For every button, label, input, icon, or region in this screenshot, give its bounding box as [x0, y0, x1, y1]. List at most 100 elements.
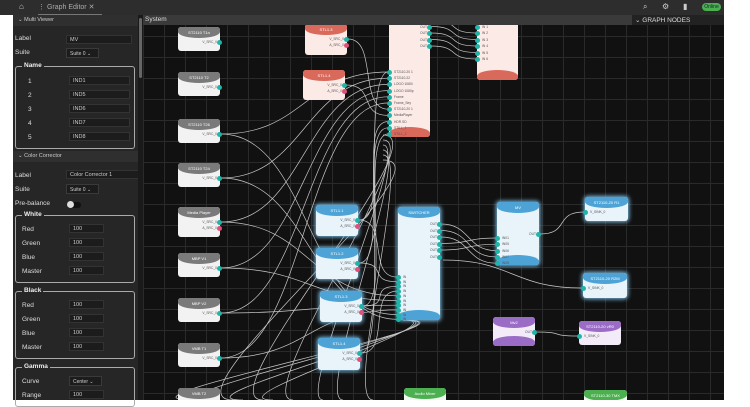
node-t24[interactable]: ST2110 T24 V_SRC_0 [178, 163, 222, 187]
wire[interactable] [362, 133, 389, 307]
port-dot[interactable] [387, 88, 392, 94]
output-port[interactable]: OUT [430, 222, 442, 227]
port-dot[interactable] [357, 351, 362, 356]
suite-select[interactable]: Suite 0 ⌄ [66, 48, 99, 58]
node-stl3[interactable]: STL1.3 V_SRC_0 A_SRC_0 [320, 291, 364, 322]
input-port[interactable]: IN 1 [475, 24, 488, 30]
port-dot[interactable] [359, 310, 364, 315]
wire[interactable] [362, 286, 398, 307]
output-port[interactable]: V_SRC_0 [342, 351, 362, 356]
port-dot[interactable] [342, 89, 347, 94]
output-port[interactable]: V_SRC_0 [202, 132, 222, 137]
input-port[interactable]: IN 3 [475, 37, 488, 43]
output-port[interactable]: V_SRC_0 [202, 220, 222, 225]
wire[interactable] [220, 96, 389, 314]
output-port[interactable]: OUT [430, 254, 442, 260]
panel-icon[interactable]: ▮ [683, 2, 688, 11]
row-input[interactable]: 100 [69, 224, 104, 233]
panel-scrollbar[interactable] [138, 15, 143, 400]
port-dot[interactable] [475, 31, 480, 36]
port-dot[interactable] [495, 236, 500, 241]
node-stl1[interactable]: STL1.1 V_SRC_0 A_SRC_0 [316, 205, 360, 236]
port-dot[interactable] [495, 261, 500, 267]
wire[interactable] [360, 71, 389, 354]
port-dot[interactable] [355, 224, 360, 229]
port-dot[interactable] [344, 43, 349, 48]
node-vmb2[interactable]: VMB T2 [178, 388, 220, 400]
curve-select[interactable]: Center ⌄ [69, 376, 102, 386]
port-dot[interactable] [387, 132, 392, 137]
input-port[interactable]: V_SINK_0 [577, 334, 599, 339]
row-input[interactable]: IND6 [69, 104, 130, 113]
input-port[interactable]: IN01 [495, 236, 509, 241]
search-icon[interactable]: ⌕ [643, 2, 648, 11]
port-dot[interactable] [387, 107, 392, 113]
input-port[interactable]: V_SINK_0 [581, 286, 603, 291]
port-dot[interactable] [396, 284, 401, 290]
graph-nodes-header[interactable]: ⌄ GRAPH NODES [632, 15, 724, 25]
input-port[interactable]: IN [396, 298, 406, 304]
input-port[interactable]: IN08 [495, 261, 509, 267]
wire[interactable] [360, 290, 398, 354]
row-input[interactable]: 100 [69, 238, 104, 247]
port-dot[interactable] [427, 24, 432, 30]
output-port[interactable]: OUT [420, 24, 432, 30]
node-stl2[interactable]: STL1.2 V_SRC_0 A_SRC_0 [316, 248, 360, 279]
output-port[interactable]: V_SRC_0 [202, 266, 222, 271]
wire[interactable] [220, 177, 398, 315]
port-dot[interactable] [342, 83, 347, 88]
port-dot[interactable] [355, 261, 360, 266]
output-port[interactable]: A_SRC_0 [329, 43, 349, 48]
output-port[interactable]: OUT [525, 330, 537, 335]
port-dot[interactable] [581, 286, 586, 291]
section-multi-viewer[interactable]: ⌄ Multi Viewer [13, 15, 140, 26]
wire[interactable] [220, 102, 389, 359]
input-port[interactable]: IN [396, 317, 406, 323]
output-port[interactable]: V_SRC_0 [202, 85, 222, 90]
node-vr[interactable]: ST2110-20 vR0 V_SINK_0 [577, 321, 621, 345]
input-port[interactable]: LOGO 1080p [387, 88, 414, 94]
gear-icon[interactable]: ⚙ [662, 2, 670, 11]
node-gm[interactable]: ST2110-30 TMX [584, 390, 627, 400]
prebalance-toggle[interactable] [67, 201, 81, 208]
port-dot[interactable] [217, 132, 222, 137]
port-dot[interactable] [359, 304, 364, 309]
wire[interactable] [539, 211, 585, 235]
node-am[interactable]: Audio Mixer [404, 388, 446, 400]
port-dot[interactable] [396, 307, 401, 313]
port-dot[interactable] [427, 44, 432, 49]
node-t2[interactable]: ST2110 T2 V_SRC_0 [178, 72, 222, 96]
port-dot[interactable] [475, 24, 480, 30]
label-input[interactable]: Color Corrector 1 [66, 170, 146, 179]
port-dot[interactable] [427, 37, 432, 43]
input-port[interactable]: IN07 [495, 254, 509, 260]
port-dot[interactable] [475, 44, 480, 49]
output-port[interactable]: OUT [420, 31, 432, 36]
input-port[interactable]: LOGO 1080i [387, 82, 413, 88]
input-port[interactable]: Frame_Sey [387, 101, 411, 106]
wire[interactable] [535, 331, 579, 337]
port-dot[interactable] [437, 254, 442, 260]
row-input[interactable]: IND7 [69, 118, 130, 127]
home-icon[interactable]: ⌂ [19, 2, 24, 11]
port-dot[interactable] [396, 289, 401, 295]
wire[interactable] [220, 267, 398, 301]
input-port[interactable]: STILL_1 [387, 125, 406, 131]
output-port[interactable]: V_SRC_0 [327, 83, 347, 88]
input-port[interactable]: IN05 [495, 242, 509, 248]
port-dot[interactable] [583, 210, 588, 215]
output-port[interactable]: A_SRC_0 [327, 89, 347, 94]
wire[interactable] [440, 243, 497, 251]
port-dot[interactable] [495, 242, 500, 248]
wire[interactable] [430, 26, 477, 40]
output-port[interactable]: OUT [430, 228, 442, 234]
output-port[interactable]: OUT [529, 232, 541, 237]
port-dot[interactable] [355, 218, 360, 223]
port-dot[interactable] [217, 176, 222, 181]
input-port[interactable]: Frame [387, 94, 404, 100]
wire[interactable] [347, 38, 389, 110]
wire[interactable] [220, 304, 398, 314]
output-port[interactable]: OUT [420, 44, 432, 49]
output-port[interactable]: V_SRC_0 [340, 261, 360, 266]
wire[interactable] [220, 309, 398, 359]
